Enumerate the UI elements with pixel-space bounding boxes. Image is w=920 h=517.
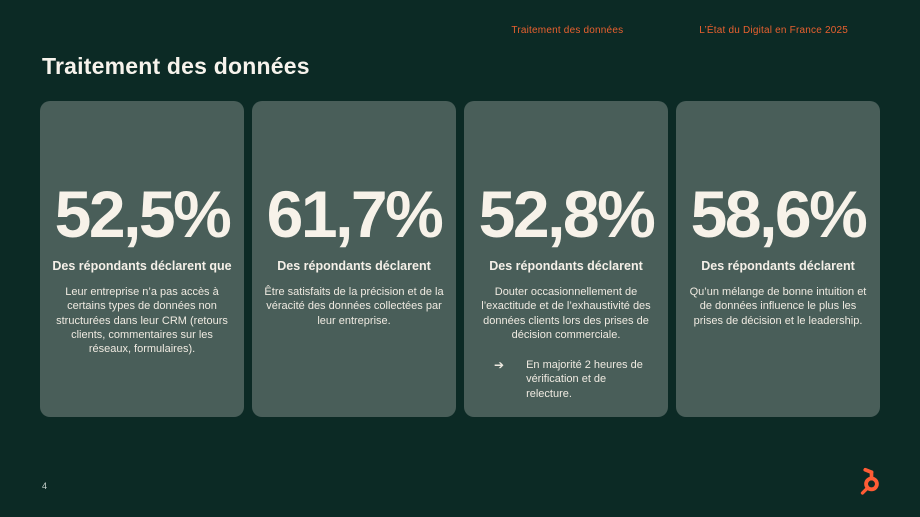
bullet-item: ➔ En majorité 2 heures de vérification e…	[474, 358, 658, 401]
header-report-title: L’État du Digital en France 2025	[699, 25, 848, 36]
stat-subtitle: Des répondants déclarent	[489, 259, 643, 273]
stat-value: 58,6%	[690, 177, 868, 251]
stat-value: 52,5%	[54, 177, 232, 251]
page-title: Traitement des données	[42, 53, 310, 79]
stat-value: 52,8%	[478, 177, 656, 251]
stat-body: Douter occasionnellement de l’exactitude…	[481, 286, 651, 341]
stat-body: Qu’un mélange de bonne intuition et de d…	[689, 286, 867, 327]
bullet-text: En majorité 2 heures de vérification et …	[526, 359, 643, 400]
stat-value: 61,7%	[266, 177, 444, 251]
page-number: 4	[42, 481, 48, 491]
stat-subtitle: Des répondants déclarent	[701, 259, 855, 273]
stat-body: Leur entreprise n’a pas accès à certains…	[56, 286, 228, 356]
stat-card-2: 61,7% Des répondants déclarent Être sati…	[252, 101, 456, 417]
stat-cards: 52,5% Des répondants déclarent que Leur …	[40, 101, 880, 417]
stat-card-3: 52,8% Des répondants déclarent Douter oc…	[464, 101, 668, 417]
stat-subtitle: Des répondants déclarent	[277, 259, 431, 273]
stat-card-1: 52,5% Des répondants déclarent que Leur …	[40, 101, 244, 417]
arrow-right-icon: ➔	[494, 358, 505, 373]
stat-subtitle: Des répondants déclarent que	[52, 259, 232, 273]
stat-card-4: 58,6% Des répondants déclarent Qu’un mél…	[676, 101, 880, 417]
stat-body: Être satisfaits de la précision et de la…	[264, 286, 444, 327]
hubspot-logo-icon	[854, 466, 884, 496]
header-section-label: Traitement des données	[511, 25, 624, 36]
header: Traitement des données L’État du Digital…	[0, 25, 848, 36]
